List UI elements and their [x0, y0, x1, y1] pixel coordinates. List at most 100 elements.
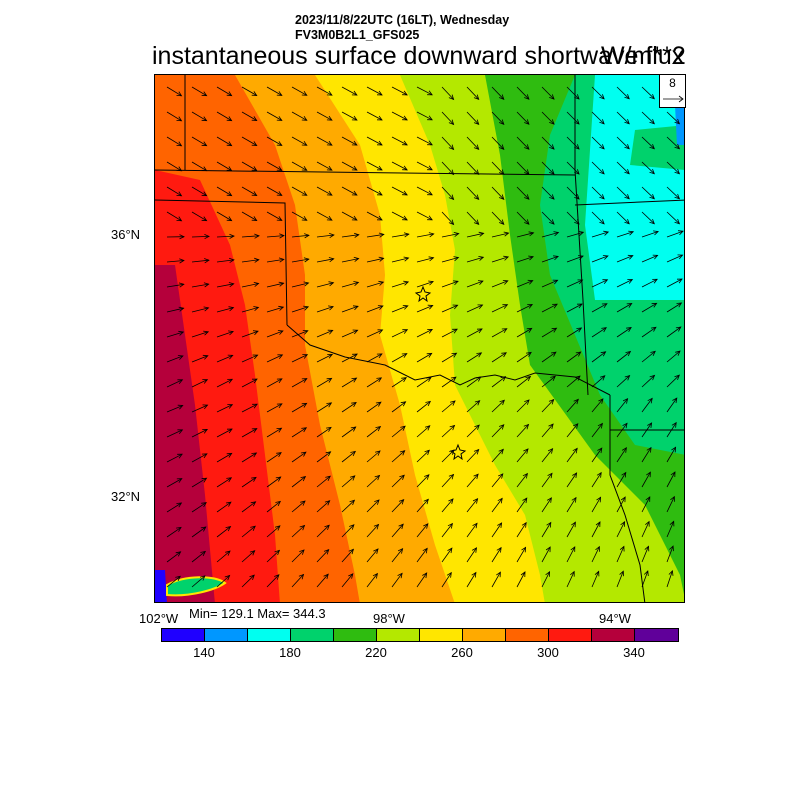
wind-arrowhead: [499, 399, 505, 406]
wind-arrow: [341, 234, 359, 238]
wind-arrow: [441, 233, 459, 238]
wind-arrow: [591, 571, 600, 588]
wind-arrowhead: [176, 116, 183, 122]
wind-arrow: [616, 86, 630, 100]
wind-arrowhead: [598, 398, 604, 404]
wind-arrowhead: [647, 422, 653, 428]
wind-arrow: [366, 257, 384, 263]
wind-arrow: [441, 474, 454, 488]
wind-arrowhead: [326, 140, 333, 146]
wind-arrowhead: [226, 166, 233, 172]
wind-arrowhead: [471, 547, 478, 553]
wind-arrow: [666, 545, 674, 563]
wind-arrowhead: [224, 574, 231, 581]
wind-arrowhead: [473, 119, 480, 125]
wind-arrow: [466, 304, 483, 313]
wind-arrowhead: [597, 422, 603, 429]
wind-arrow: [316, 234, 334, 238]
wind-arrowhead: [353, 256, 360, 262]
wind-arrowhead: [645, 496, 651, 502]
wind-arrow: [316, 306, 334, 313]
wind-arrow: [666, 496, 675, 513]
wind-arrowhead: [448, 94, 455, 101]
wind-arrowhead: [278, 305, 285, 311]
wind-arrow: [566, 136, 580, 150]
wind-arrow: [516, 376, 531, 388]
band-180-200: [585, 75, 684, 300]
wind-arrowhead: [577, 255, 584, 260]
wind-arrowhead: [500, 376, 507, 382]
wind-arrowhead: [352, 329, 359, 335]
wind-arrow: [591, 231, 609, 238]
wind-arrowhead: [626, 303, 633, 308]
wind-arrowhead: [176, 478, 183, 483]
wind-arrow: [516, 571, 526, 588]
wind-arrow: [541, 211, 555, 225]
wind-arrowhead: [426, 376, 432, 382]
wind-arrowhead: [526, 351, 532, 357]
wind-arrow: [341, 305, 359, 313]
wind-arrowhead: [427, 165, 433, 171]
wind-arrowhead: [528, 255, 534, 261]
wind-arrow: [166, 161, 182, 172]
wind-arrowhead: [274, 525, 281, 531]
wind-arrow: [466, 352, 482, 363]
wind-arrow: [216, 186, 232, 196]
wind-arrowhead: [599, 169, 605, 175]
wind-arrowhead: [177, 379, 184, 384]
wind-arrow: [391, 548, 403, 563]
wind-arrowhead: [671, 446, 677, 453]
wind-arrowhead: [301, 165, 308, 171]
wind-arrowhead: [575, 351, 582, 357]
wind-arrowhead: [496, 571, 501, 578]
wind-arrowhead: [624, 168, 630, 175]
wind-arrow: [266, 550, 280, 563]
wind-arrow: [366, 329, 383, 338]
map-panel: [154, 74, 685, 603]
wind-arrowhead: [251, 378, 258, 384]
wind-arrowhead: [176, 91, 183, 97]
wind-arrow: [316, 377, 332, 388]
wind-arrow: [216, 378, 233, 388]
wind-arrowhead: [251, 452, 258, 458]
wind-arrowhead: [176, 526, 182, 532]
wind-arrow: [166, 260, 184, 263]
wind-arrowhead: [451, 352, 458, 358]
wind-arrow: [241, 259, 259, 263]
wind-arrow: [416, 377, 432, 388]
wind-arrow: [266, 403, 283, 413]
wind-arrowhead: [524, 399, 530, 405]
wind-arrow: [416, 450, 430, 463]
wind-arrowhead: [427, 115, 433, 121]
wind-arrowhead: [179, 234, 185, 240]
wind-arrow: [566, 375, 581, 388]
wind-arrowhead: [298, 573, 305, 580]
wind-arrowhead: [251, 166, 258, 171]
wind-arrowhead: [525, 375, 532, 382]
wind-arrowhead: [547, 472, 553, 479]
wind-arrow: [491, 424, 505, 438]
wind-arrowhead: [201, 453, 208, 459]
wind-arrowhead: [524, 219, 530, 225]
wind-arrow: [566, 571, 575, 588]
wind-arrowhead: [521, 546, 527, 553]
wind-arrow: [516, 352, 532, 363]
wind-arrowhead: [498, 94, 505, 100]
wind-arrow: [641, 255, 658, 263]
wind-arrowhead: [668, 570, 674, 576]
wind-arrow: [266, 86, 282, 96]
wind-arrowhead: [403, 232, 410, 238]
wind-arrowhead: [276, 191, 283, 196]
wind-arrowhead: [279, 233, 285, 239]
wind-arrow: [216, 259, 234, 263]
wind-arrow: [316, 573, 329, 588]
wind-arrowhead: [226, 91, 233, 97]
wind-arrow: [291, 282, 309, 288]
wind-arrow: [491, 256, 509, 263]
wind-arrowhead: [176, 166, 183, 172]
wind-arrowhead: [300, 476, 307, 482]
wind-arrow: [291, 161, 307, 171]
wind-arrow: [216, 307, 234, 313]
wind-arrowhead: [203, 306, 210, 312]
wind-arrow: [166, 355, 184, 363]
